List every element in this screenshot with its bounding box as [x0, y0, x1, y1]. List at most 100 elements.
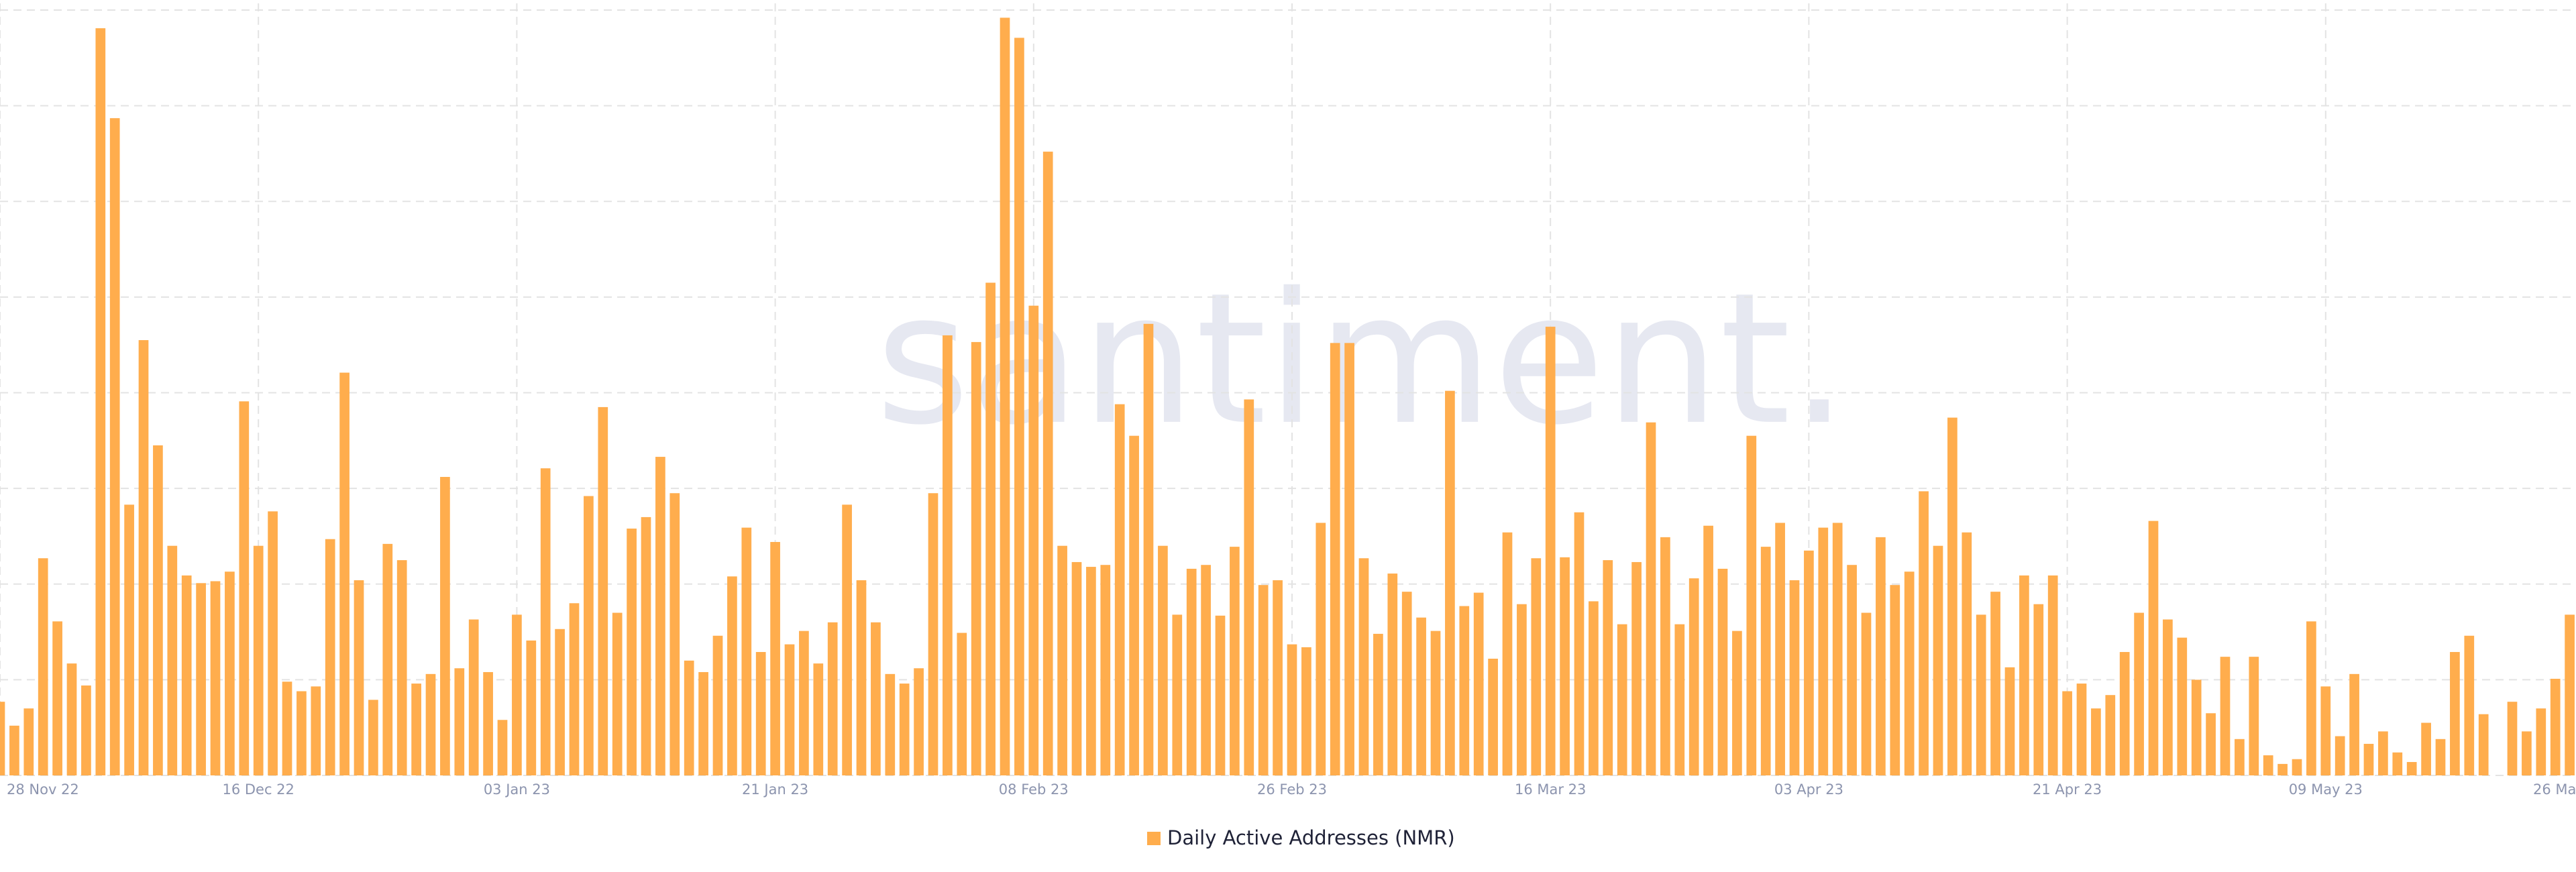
- bar: [325, 539, 335, 775]
- bar: [2421, 722, 2431, 775]
- bar: [2235, 739, 2245, 775]
- bar: [253, 545, 264, 775]
- bar: [1962, 532, 1972, 775]
- bar: [382, 543, 393, 775]
- bar: [210, 581, 221, 775]
- bar: [655, 457, 665, 775]
- bar: [468, 619, 479, 775]
- bar: [741, 527, 752, 775]
- bar: [1057, 545, 1067, 775]
- x-tick-label: 21 Apr 23: [2033, 781, 2102, 798]
- bar: [497, 720, 508, 775]
- bar: [1646, 422, 1656, 775]
- bar: [1760, 547, 1771, 775]
- bar: [684, 660, 694, 775]
- x-tick-label: 03 Apr 23: [1774, 781, 1843, 798]
- bar: [1904, 571, 1915, 775]
- bar: [1876, 537, 1886, 775]
- bar: [2191, 679, 2202, 775]
- bar: [1488, 658, 1498, 775]
- bar: [425, 673, 436, 775]
- x-tick-label: 03 Jan 23: [484, 781, 550, 798]
- bar: [483, 671, 493, 775]
- bar: [1732, 631, 1742, 775]
- bar: [1014, 38, 1024, 776]
- bar: [899, 684, 910, 775]
- bar: [1531, 558, 1542, 775]
- bar: [38, 558, 48, 775]
- bar: [2435, 739, 2446, 775]
- bar: [81, 685, 91, 775]
- bar: [1976, 614, 1986, 775]
- bar: [1301, 647, 1311, 775]
- bar: [440, 477, 450, 775]
- bar: [1832, 523, 1843, 775]
- bar: [196, 583, 206, 775]
- bar: [1631, 561, 1642, 775]
- bar: [1560, 557, 1570, 775]
- bar: [2004, 667, 2015, 775]
- bar: [2334, 736, 2345, 775]
- bar: [1459, 606, 1470, 775]
- bar: [9, 725, 19, 775]
- bar: [1316, 523, 1326, 775]
- bar: [2062, 691, 2072, 775]
- bar: [311, 686, 321, 775]
- bar: [1574, 512, 1585, 775]
- bar: [842, 504, 852, 775]
- bar: [1847, 565, 1857, 775]
- bar: [1387, 574, 1398, 775]
- bar: [138, 340, 149, 775]
- bar: [109, 118, 120, 775]
- bar: [727, 576, 737, 775]
- bar: [2363, 743, 2374, 775]
- bar: [2249, 657, 2259, 775]
- bar: [1660, 537, 1670, 775]
- x-tick-label: 21 Jan 23: [742, 781, 808, 798]
- bar: [1473, 592, 1484, 775]
- bar: [1287, 644, 1297, 775]
- bar: [2033, 604, 2044, 775]
- bar: [1373, 633, 1383, 775]
- legend-label: Daily Active Addresses (NMR): [1167, 826, 1455, 849]
- bar: [2206, 713, 2216, 775]
- bar: [1086, 567, 1096, 775]
- bar: [526, 640, 537, 775]
- bar: [1502, 532, 1513, 775]
- bar: [454, 668, 465, 775]
- bar: [1100, 565, 1111, 775]
- bar: [2306, 621, 2316, 775]
- bar: [2522, 731, 2532, 775]
- bar: [2320, 686, 2331, 775]
- bar: [598, 406, 608, 775]
- bar: [569, 603, 580, 775]
- bar: [1000, 17, 1010, 775]
- bar: [1158, 545, 1168, 775]
- bar: [885, 673, 896, 775]
- bar: [1230, 547, 1240, 775]
- bar: [1201, 565, 1211, 775]
- bar: [1861, 612, 1872, 775]
- x-tick-label: 28 Nov 22: [7, 781, 79, 798]
- bar: [2091, 708, 2101, 775]
- bar: [612, 612, 623, 775]
- bar: [928, 493, 938, 775]
- bar: [799, 631, 809, 775]
- bar: [239, 401, 250, 775]
- bar: [1114, 404, 1125, 775]
- bar: [985, 282, 996, 775]
- bar: [52, 621, 62, 775]
- bar: [2507, 702, 2518, 775]
- bar: [2148, 521, 2159, 775]
- bar: [2406, 762, 2417, 775]
- bar: [1416, 617, 1426, 775]
- bar: [856, 580, 867, 775]
- bar: [354, 580, 364, 775]
- bar: [698, 671, 708, 775]
- bar: [124, 504, 134, 775]
- bar: [827, 622, 838, 775]
- bar: [66, 663, 77, 775]
- x-tick-label: 08 Feb 23: [999, 781, 1069, 798]
- bar: [957, 633, 967, 775]
- bar: [282, 682, 292, 775]
